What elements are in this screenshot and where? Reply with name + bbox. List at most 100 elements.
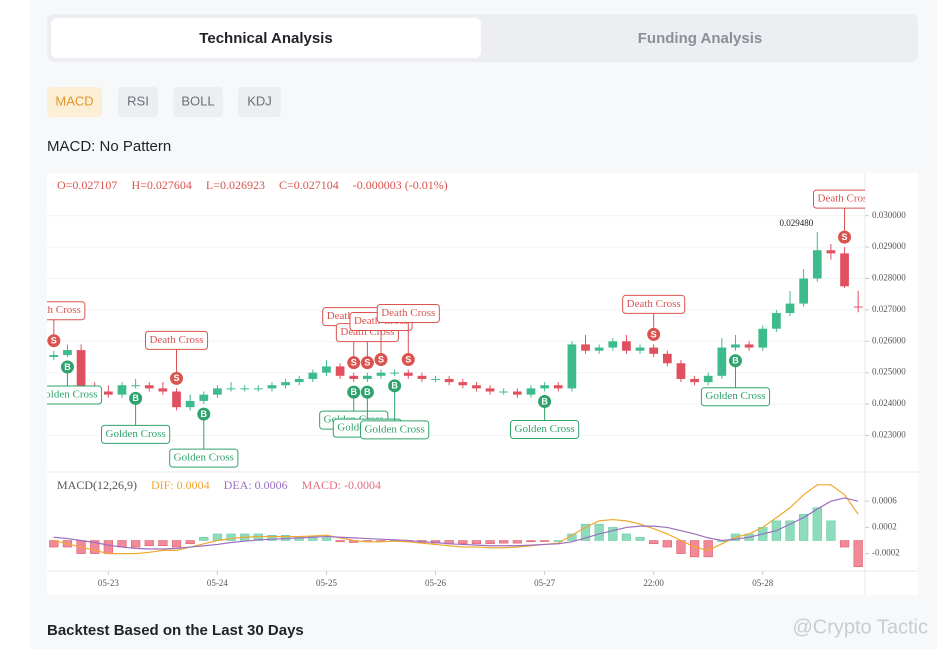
pill-active[interactable] <box>47 87 102 117</box>
signal-letter: S <box>378 354 384 364</box>
candle-body <box>703 375 713 383</box>
macd-bar <box>199 536 209 541</box>
macd-bar <box>335 540 345 543</box>
candle-body <box>649 347 659 354</box>
signal-box <box>144 330 209 350</box>
y-tick-label: 0.026000 <box>872 335 906 345</box>
candle-body <box>840 253 849 287</box>
signal-letter: B <box>732 356 739 366</box>
candle-body <box>158 388 168 392</box>
pill[interactable]: KDJ <box>247 93 272 108</box>
macd-bar <box>608 527 618 541</box>
signal-dot <box>647 327 661 341</box>
macd-bar <box>158 540 168 547</box>
x-tick-label: 05-27 <box>534 578 555 588</box>
signal-letter: B <box>132 393 139 403</box>
signal-dot <box>197 407 211 421</box>
macd-bar <box>526 540 536 543</box>
macd-legend: MACD(12,26,9) <box>57 478 137 492</box>
signal-label: Golden Cross <box>37 389 97 401</box>
candle-body <box>581 344 590 351</box>
signal-label: Death Cross <box>818 193 872 205</box>
candle-body <box>690 378 699 383</box>
macd-bar <box>594 523 604 541</box>
y-tick-label: 0.027000 <box>872 304 906 314</box>
candle-body <box>785 303 795 314</box>
signal-dot <box>360 356 374 370</box>
ohlc-value: -0.000003 (-0.01%) <box>353 178 448 192</box>
macd-bar <box>103 540 113 554</box>
signal-letter: S <box>51 336 57 346</box>
macd-bar <box>649 540 659 545</box>
signal-box <box>510 420 580 440</box>
signal-dot <box>347 385 361 399</box>
pill-bg[interactable] <box>238 87 281 117</box>
watermark: @Crypto Tactic <box>792 616 928 638</box>
signal-dot <box>129 391 143 405</box>
signal-dot <box>374 353 388 367</box>
candle-body <box>444 378 454 383</box>
macd-legend: MACD: -0.0004 <box>302 478 381 492</box>
x-tick-label: 22:00 <box>643 578 664 588</box>
signal-letter: S <box>351 358 357 368</box>
candle-body <box>376 372 386 376</box>
signal-label: Golden Cross <box>365 423 425 435</box>
candle-body <box>526 388 536 395</box>
candle-body <box>676 363 686 379</box>
candle-body <box>744 344 754 348</box>
candle-body <box>213 388 222 395</box>
candle-body <box>390 372 400 374</box>
macd-legend: DEA: 0.0006 <box>224 478 288 492</box>
signal-dot <box>388 379 402 393</box>
macd-bar <box>485 540 495 545</box>
x-tick-label: 05-26 <box>425 578 446 588</box>
candle-body <box>594 347 604 351</box>
y-tick-label: 0.030000 <box>872 210 906 220</box>
macd-bar <box>90 540 100 554</box>
pill-bg[interactable] <box>118 87 158 117</box>
signal-box <box>47 385 103 405</box>
candle-body <box>472 385 481 389</box>
tab[interactable]: Funding Analysis <box>638 30 762 47</box>
x-tick-label: 05-28 <box>752 578 773 588</box>
macd-bar <box>267 535 277 541</box>
signal-dot <box>60 360 74 374</box>
ohlc-value: C=0.027104 <box>279 178 339 192</box>
candle-body <box>403 372 413 376</box>
pill-bg[interactable] <box>173 87 223 117</box>
pill[interactable]: MACD <box>55 93 93 108</box>
macd-bar <box>853 540 863 567</box>
signal-letter: S <box>364 358 370 368</box>
candle-body <box>281 382 290 386</box>
y-tick-label: 0.023000 <box>872 430 906 440</box>
y-tick-label: 0.025000 <box>872 367 906 377</box>
signal-label: Golden Cross <box>174 452 234 464</box>
candle-body <box>172 391 181 408</box>
y2-tick-label: 0.0002 <box>872 521 897 531</box>
signal-box <box>101 424 171 444</box>
signal-box <box>376 304 440 324</box>
signal-letter: S <box>405 354 411 364</box>
macd-bar <box>185 540 195 545</box>
tab-active[interactable] <box>51 18 481 58</box>
candle-body <box>758 328 768 348</box>
signal-box <box>360 420 430 440</box>
ohlc-value: L=0.026923 <box>206 178 265 192</box>
macd-bar <box>635 536 645 541</box>
candle-body <box>662 353 672 364</box>
candle-body <box>731 344 740 348</box>
signal-dot <box>401 353 415 367</box>
candle-body <box>853 306 863 308</box>
macd-bar <box>171 540 182 548</box>
candle-body <box>826 250 836 254</box>
pill[interactable]: BOLL <box>181 93 214 108</box>
candle-body <box>267 385 277 389</box>
tab[interactable]: Technical Analysis <box>199 30 332 47</box>
macd-bar <box>621 533 632 541</box>
signal-dot <box>728 354 742 368</box>
macd-plot <box>49 484 863 567</box>
pill[interactable]: RSI <box>127 93 149 108</box>
candle-body <box>131 385 140 387</box>
signal-letter: B <box>64 362 71 372</box>
